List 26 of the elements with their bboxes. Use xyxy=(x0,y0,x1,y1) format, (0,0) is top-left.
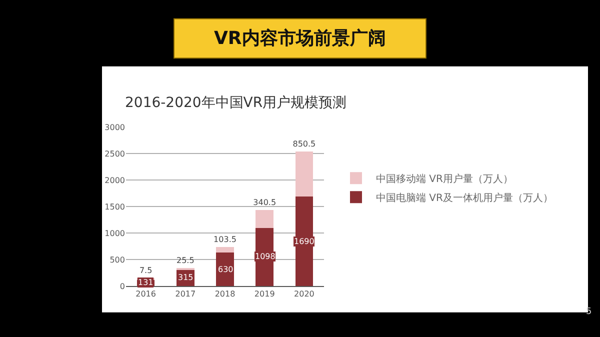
data-label: 340.5 xyxy=(253,198,276,207)
data-label: 1098 xyxy=(255,252,276,261)
y-tick-label: 1500 xyxy=(104,202,125,212)
data-label: 630 xyxy=(218,265,234,274)
data-label: 315 xyxy=(178,273,194,282)
y-tick-label: 2500 xyxy=(104,149,125,158)
data-label: 7.5 xyxy=(139,266,152,275)
x-tick-label: 2020 xyxy=(294,290,314,299)
chart-title: VR内容市场前景广阔 xyxy=(214,28,386,49)
text: 5 xyxy=(586,307,592,317)
data-label: 1690 xyxy=(294,237,314,246)
x-tick-label: 2017 xyxy=(175,290,196,299)
y-tick-label: 500 xyxy=(110,255,125,264)
y-tick-label: 2000 xyxy=(104,176,125,185)
x-tick-label: 2019 xyxy=(254,290,275,299)
y-tick-label: 1000 xyxy=(104,228,125,238)
data-label: 25.5 xyxy=(176,256,194,265)
legend-label: 中国电脑端 VR及一体机用户量（万人） xyxy=(376,192,553,204)
y-tick-label: 3000 xyxy=(104,122,125,132)
x-tick-label: 2016 xyxy=(136,290,156,299)
legend-label: 中国移动端 VR用户量（万人） xyxy=(376,173,513,186)
y-tick-label: 0 xyxy=(120,282,125,291)
data-label: 850.5 xyxy=(292,139,316,148)
chart-subtitle: 2016-2020年中国VR用户规模预测 xyxy=(125,95,347,111)
x-tick-label: 2018 xyxy=(214,290,236,299)
data-label: 103.5 xyxy=(214,235,236,244)
